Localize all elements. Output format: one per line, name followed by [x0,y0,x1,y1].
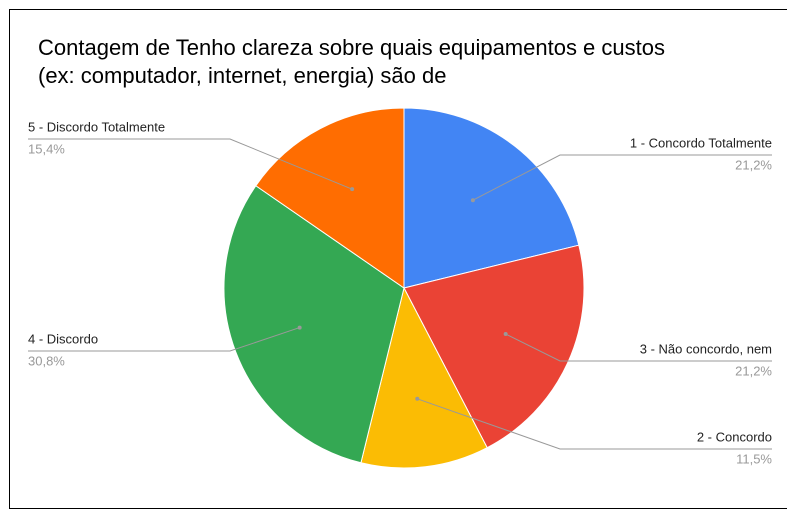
leader-line [472,154,772,201]
leader-line [28,138,353,190]
slice-value: 11,5% [736,451,772,466]
pie-slice [223,185,405,464]
slice-label: 3 - Não concordo, nem [640,341,772,356]
pie-slice [255,107,405,289]
leader-dot [470,198,475,203]
slice-value: 15,4% [28,141,65,156]
chart: 1 - Concordo Totalmente 21,2% 3 - Não conc… [28,107,772,469]
slice-value: 21,2% [735,157,772,172]
slice-label: 5 - Discordo Totalmente [28,119,165,134]
pie-slice [403,107,580,289]
slice-label: 4 - Discordo [28,331,98,346]
leader-dot [415,396,420,401]
leader-dot [503,332,508,337]
leader-line [417,398,772,450]
chart-title: Contagem de Tenho clareza sobre quais eq… [38,35,665,88]
page: Contagem de Tenho clareza sobre quais eq… [9,9,787,509]
pie-slice [403,244,585,449]
leader-dot [297,325,302,330]
leader-line [505,333,772,362]
slice-label: 1 - Concordo Totalmente [630,135,772,150]
leader-line [28,327,300,352]
slice-label: 2 - Concordo [697,429,772,444]
leader-dot [350,187,355,192]
slice-value: 21,2% [735,363,772,378]
pie-slice [360,286,488,469]
slice-value: 30,8% [28,353,65,368]
